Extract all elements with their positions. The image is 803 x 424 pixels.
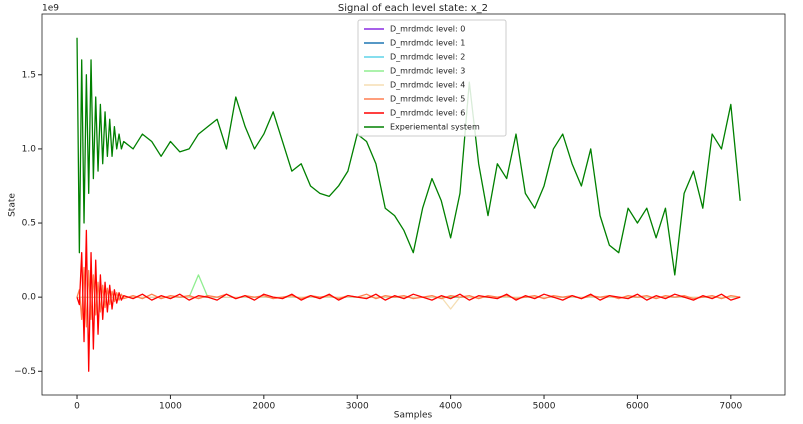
series-line (77, 274, 741, 298)
y-tick-label: 0.0 (22, 293, 37, 303)
legend-label: D_mrdmdc level: 6 (390, 109, 465, 118)
legend-label: D_mrdmdc level: 0 (390, 25, 465, 34)
y-tick-label: 0.5 (22, 219, 36, 229)
legend-label: D_mrdmdc level: 1 (390, 39, 465, 48)
plot-area (76, 37, 741, 372)
legend-box (357, 19, 507, 137)
legend: D_mrdmdc level: 0 D_mrdmdc level: 1 D_mrdm… (357, 19, 507, 137)
series-line (77, 296, 741, 310)
series-line (76, 37, 741, 276)
x-tick-label: 7000 (719, 402, 742, 412)
y-tick-label: 1.0 (22, 144, 37, 154)
legend-label: D_mrdmdc level: 2 (390, 53, 465, 62)
offset-text: 1e9 (42, 4, 59, 14)
x-tick-label: 3000 (346, 402, 369, 412)
x-tick-label: 0 (74, 402, 80, 412)
x-tick-label: 2000 (252, 402, 275, 412)
x-tick-label: 4000 (439, 402, 462, 412)
y-axis-label: State (8, 193, 18, 217)
x-axis-label: Samples (394, 411, 433, 421)
x-tick-label: 1000 (159, 402, 182, 412)
legend-label: D_mrdmdc level: 5 (390, 95, 465, 104)
series-line (76, 229, 741, 372)
y-tick-label: 1.5 (22, 70, 36, 80)
legend-label: Experiemental system (390, 123, 480, 132)
legend-label: D_mrdmdc level: 4 (390, 81, 465, 90)
y-tick-label: −0.5 (14, 367, 36, 377)
x-tick-label: 6000 (626, 402, 649, 412)
series-line (76, 266, 741, 328)
plot-frame (41, 13, 786, 396)
x-tick-label: 5000 (533, 402, 556, 412)
chart-title: Signal of each level state: x_2 (338, 3, 488, 14)
legend-label: D_mrdmdc level: 3 (390, 67, 465, 76)
